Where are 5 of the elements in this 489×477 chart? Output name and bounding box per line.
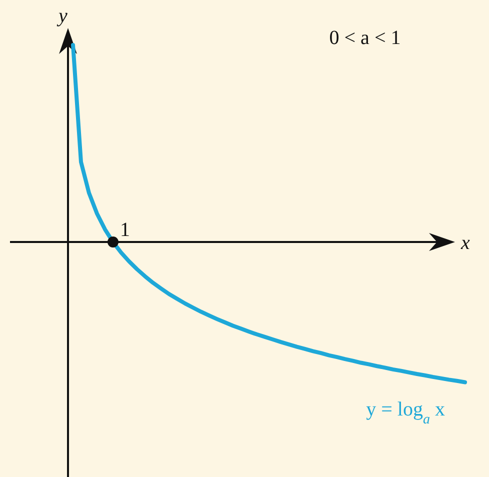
x-axis-title: x	[460, 232, 470, 254]
y-axis-title: y	[56, 5, 68, 27]
annotation: 1	[120, 219, 130, 241]
series-label: y = log$_{a}$ x	[366, 398, 445, 427]
annotation: 0 < a < 1	[329, 27, 401, 49]
